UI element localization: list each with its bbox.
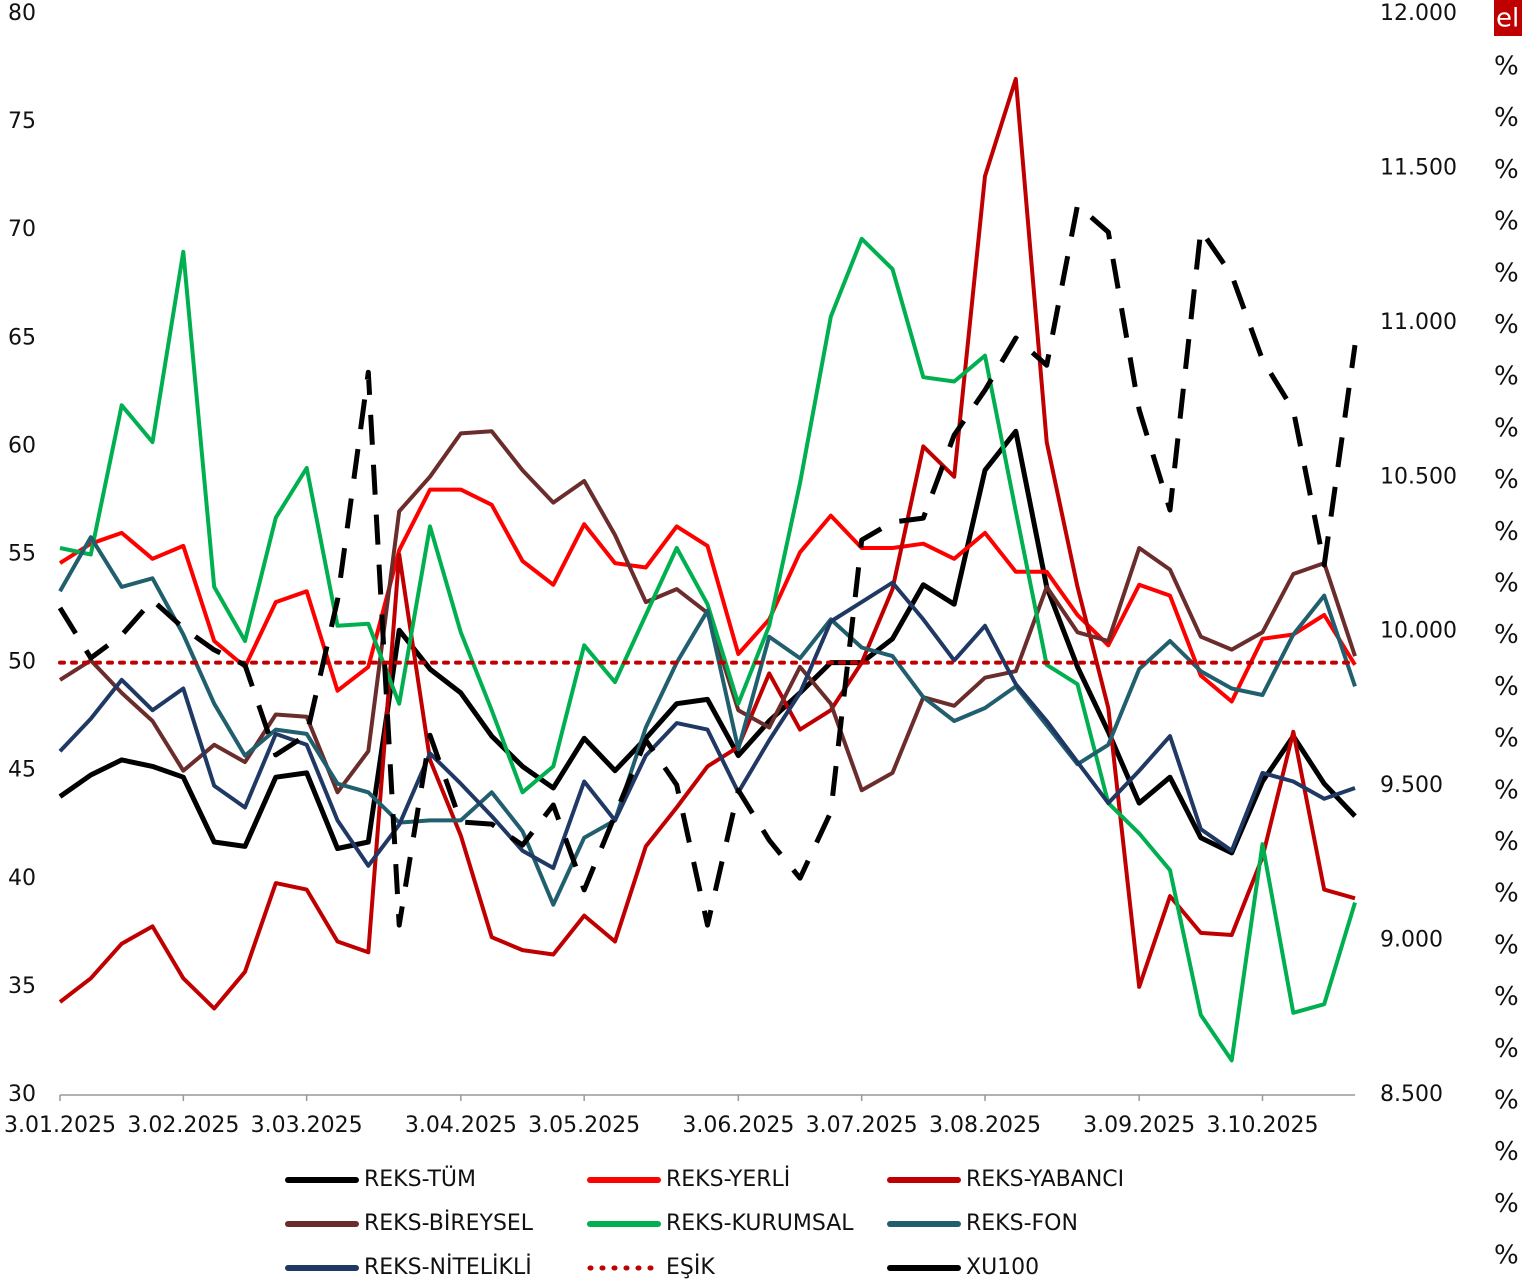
edge-mark: % — [1494, 724, 1519, 754]
x-tick-label: 3.04.2025 — [405, 1113, 517, 1138]
y2-tick-label: 8.500 — [1380, 1082, 1443, 1107]
badge-text: el — [1496, 4, 1519, 34]
y2-tick-label: 11.500 — [1380, 155, 1457, 180]
edge-mark: % — [1494, 258, 1519, 288]
series-line — [58, 428, 1357, 856]
edge-mark: % — [1494, 310, 1519, 340]
y2-tick-label: 9.500 — [1380, 773, 1443, 798]
edge-mark: % — [1494, 982, 1519, 1012]
x-tick-label: 3.05.2025 — [528, 1113, 640, 1138]
y2-tick-label: 10.500 — [1380, 464, 1457, 489]
x-tick-label: 3.09.2025 — [1083, 1113, 1195, 1138]
y-tick-label: 80 — [8, 1, 36, 26]
series-line — [58, 580, 1356, 870]
edge-mark: % — [1494, 413, 1519, 443]
legend-label: EŞİK — [666, 1254, 715, 1280]
edge-mark: % — [1494, 103, 1519, 133]
edge-mark: % — [1494, 1189, 1519, 1219]
legend-label: REKS-YABANCI — [966, 1167, 1124, 1192]
y-tick-label: 55 — [8, 542, 36, 567]
legend-label: REKS-KURUMSAL — [666, 1211, 854, 1236]
y-tick-label: 65 — [8, 325, 36, 350]
y2-tick-label: 11.000 — [1380, 310, 1457, 335]
edge-mark: % — [1494, 155, 1519, 185]
edge-mark: % — [1494, 827, 1519, 857]
legend-label: REKS-YERLİ — [666, 1166, 790, 1192]
y-tick-label: 60 — [8, 433, 36, 458]
edge-mark: % — [1494, 775, 1519, 805]
y-tick-label: 75 — [8, 109, 36, 134]
series-line — [58, 487, 1357, 704]
legend-label: XU100 — [966, 1255, 1039, 1280]
legend-label: REKS-BİREYSEL — [364, 1210, 534, 1236]
legend-label: REKS-FON — [966, 1211, 1078, 1236]
edge-mark: % — [1494, 879, 1519, 909]
edge-mark: % — [1494, 672, 1519, 702]
edge-mark: % — [1494, 465, 1519, 495]
y-tick-label: 45 — [8, 758, 36, 783]
edge-mark: % — [1494, 620, 1519, 650]
x-tick-label: 3.03.2025 — [251, 1113, 363, 1138]
edge-mark: % — [1494, 1137, 1519, 1167]
y-tick-label: 70 — [8, 217, 36, 242]
series-line — [58, 535, 1357, 907]
edge-mark: % — [1494, 569, 1519, 599]
y-tick-label: 40 — [8, 866, 36, 891]
y-tick-label: 50 — [8, 650, 36, 675]
y2-tick-label: 10.000 — [1380, 619, 1457, 644]
y2-tick-label: 12.000 — [1380, 1, 1457, 26]
y-tick-label: 35 — [8, 974, 36, 999]
x-tick-label: 3.01.2025 — [4, 1113, 116, 1138]
series-line — [58, 76, 1356, 1011]
series-line — [59, 236, 1357, 1063]
x-tick-label: 3.10.2025 — [1207, 1113, 1319, 1138]
edge-mark: % — [1494, 52, 1519, 82]
x-tick-label: 3.07.2025 — [806, 1113, 918, 1138]
x-tick-label: 3.02.2025 — [127, 1113, 239, 1138]
x-tick-label: 3.06.2025 — [682, 1113, 794, 1138]
edge-mark: % — [1494, 207, 1519, 237]
series-line — [57, 202, 1358, 928]
y2-tick-label: 9.000 — [1380, 928, 1443, 953]
legend-label: REKS-TÜM — [364, 1166, 476, 1192]
y-tick-label: 30 — [8, 1082, 36, 1107]
legend-label: REKS-NİTELİKLİ — [364, 1254, 532, 1280]
edge-mark: % — [1494, 517, 1519, 547]
x-tick-label: 3.08.2025 — [929, 1113, 1041, 1138]
edge-mark: % — [1494, 362, 1519, 392]
edge-mark: % — [1494, 1034, 1519, 1064]
edge-mark: % — [1494, 1241, 1519, 1271]
badge — [1494, 0, 1522, 36]
edge-mark: % — [1494, 1086, 1519, 1116]
edge-mark: % — [1494, 930, 1519, 960]
